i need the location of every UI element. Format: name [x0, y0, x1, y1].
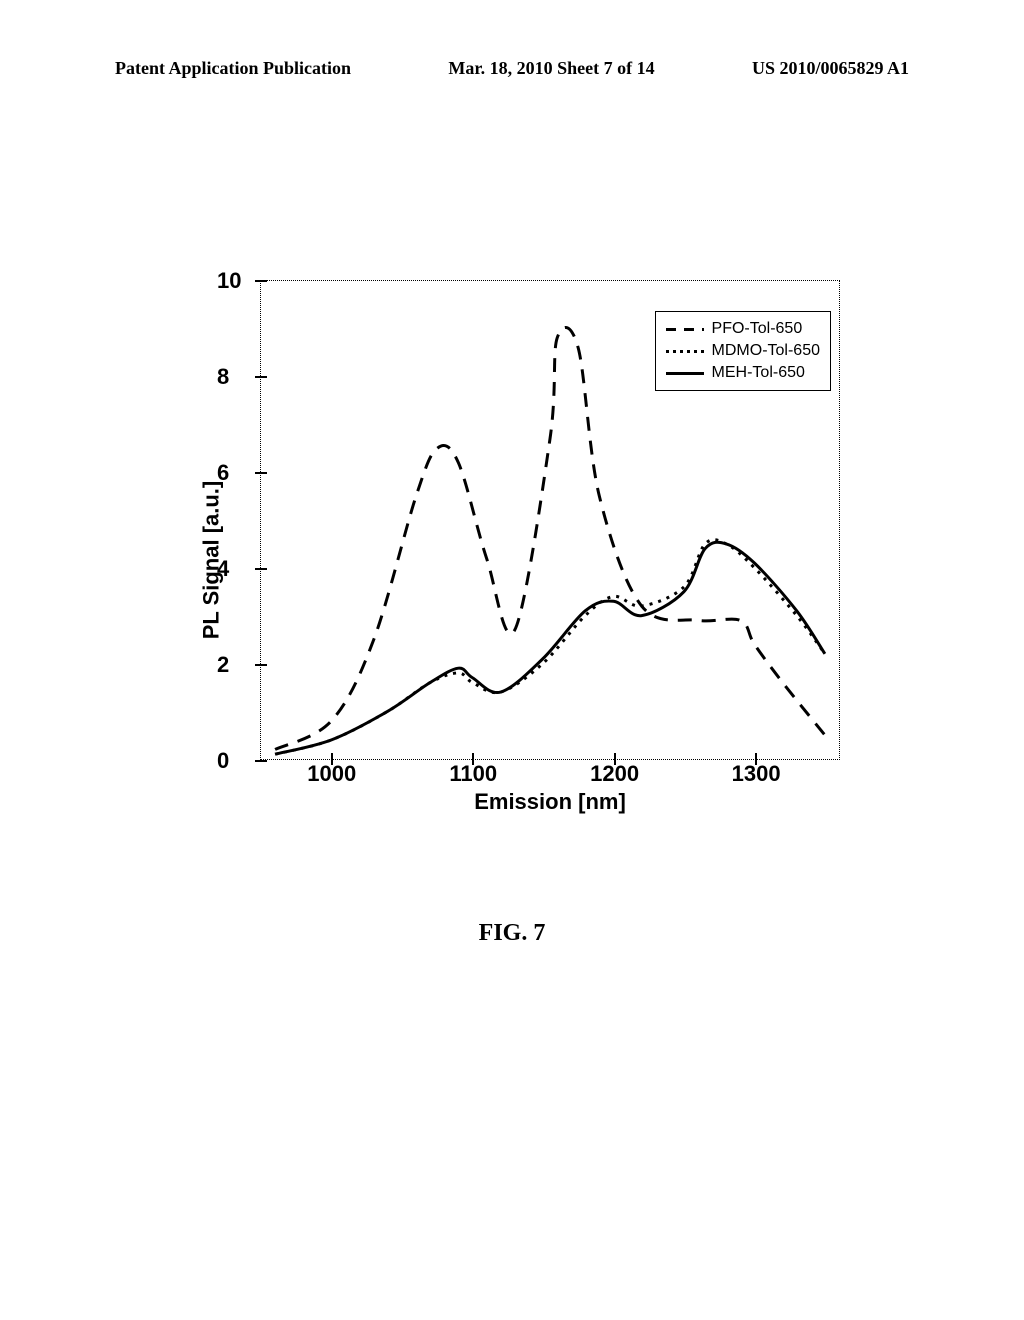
y-tick-label: 2: [217, 652, 229, 678]
x-tick-mark: [331, 753, 333, 765]
plot-area: PFO-Tol-650 MDMO-Tol-650 MEH-Tol-650 Emi…: [260, 280, 840, 760]
header-left: Patent Application Publication: [115, 58, 351, 79]
x-tick-mark: [755, 753, 757, 765]
y-tick-label: 8: [217, 364, 229, 390]
legend-swatch-solid: [666, 372, 704, 375]
legend-label: MDMO-Tol-650: [712, 342, 820, 360]
legend-item: MDMO-Tol-650: [666, 340, 820, 362]
y-tick-mark: [255, 760, 267, 762]
page-header: Patent Application Publication Mar. 18, …: [0, 58, 1024, 79]
x-tick-mark: [472, 753, 474, 765]
figure-caption: FIG. 7: [479, 920, 546, 947]
legend-swatch-dot: [666, 350, 704, 353]
legend-label: MEH-Tol-650: [712, 364, 805, 382]
y-tick-mark: [255, 664, 267, 666]
y-tick-label: 6: [217, 460, 229, 486]
x-tick-mark: [614, 753, 616, 765]
header-center: Mar. 18, 2010 Sheet 7 of 14: [448, 58, 654, 79]
y-tick-label: 4: [217, 556, 229, 582]
y-tick-label: 10: [217, 268, 241, 294]
legend-item: PFO-Tol-650: [666, 318, 820, 340]
header-right: US 2010/0065829 A1: [752, 58, 909, 79]
y-tick-mark: [255, 568, 267, 570]
y-tick-mark: [255, 280, 267, 282]
legend-item: MEH-Tol-650: [666, 362, 820, 384]
x-axis-label: Emission [nm]: [474, 789, 626, 815]
legend-label: PFO-Tol-650: [712, 320, 803, 338]
y-tick-label: 0: [217, 748, 229, 774]
pl-spectra-chart: PL Signal [a.u.] PFO-Tol-650 MDMO-Tol-65…: [140, 270, 880, 850]
y-tick-mark: [255, 472, 267, 474]
y-tick-mark: [255, 376, 267, 378]
legend: PFO-Tol-650 MDMO-Tol-650 MEH-Tol-650: [655, 311, 831, 391]
legend-swatch-dash: [666, 328, 704, 331]
